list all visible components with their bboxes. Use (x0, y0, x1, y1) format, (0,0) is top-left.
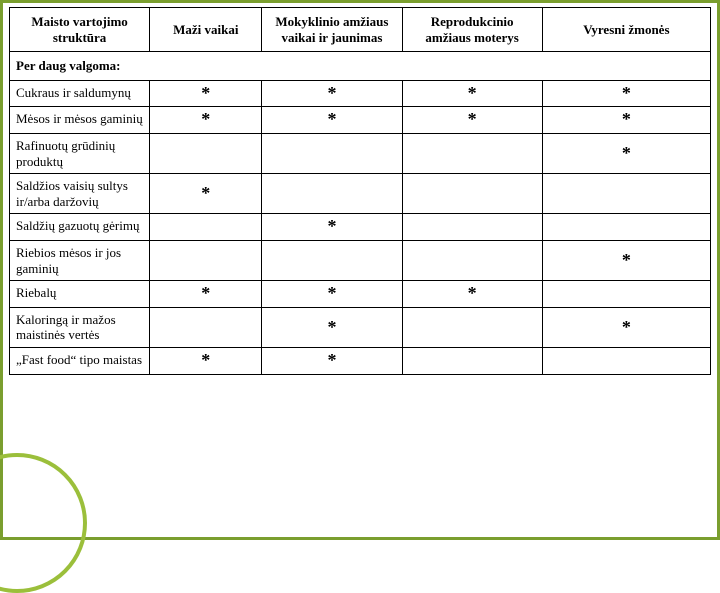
col-header-reproductive-women: Reprodukcinio amžiaus moterys (402, 8, 542, 52)
mark-cell: * (150, 174, 262, 214)
mark-cell: * (542, 307, 710, 347)
mark-cell: * (150, 347, 262, 374)
mark-cell: * (402, 80, 542, 107)
mark-cell (150, 214, 262, 241)
mark-cell: * (262, 307, 402, 347)
row-label: Rafinuotų grūdinių produktų (10, 133, 150, 173)
mark-cell (262, 133, 402, 173)
mark-cell (402, 240, 542, 280)
table-row: Mėsos ir mėsos gaminių**** (10, 107, 711, 134)
mark-cell (262, 240, 402, 280)
mark-cell: * (542, 80, 710, 107)
table-row: Riebios mėsos ir jos gaminių * (10, 240, 711, 280)
mark-cell (542, 347, 710, 374)
mark-cell (150, 307, 262, 347)
table-row: Rafinuotų grūdinių produktų * (10, 133, 711, 173)
section-label: Per daug valgoma: (10, 52, 711, 81)
row-label: Riebalų (10, 281, 150, 308)
mark-cell: * (402, 281, 542, 308)
mark-cell (402, 307, 542, 347)
col-header-small-children: Maži vaikai (150, 8, 262, 52)
table-row: Saldžios vaisių sultys ir/arba daržovių* (10, 174, 711, 214)
row-label: Kaloringą ir mažos maistinės vertės (10, 307, 150, 347)
col-header-structure: Maisto vartojimo struktūra (10, 8, 150, 52)
mark-cell: * (150, 281, 262, 308)
mark-cell: * (542, 133, 710, 173)
row-label: Mėsos ir mėsos gaminių (10, 107, 150, 134)
mark-cell: * (542, 107, 710, 134)
row-label: Cukraus ir saldumynų (10, 80, 150, 107)
mark-cell (150, 240, 262, 280)
mark-cell: * (402, 107, 542, 134)
row-label: „Fast food“ tipo maistas (10, 347, 150, 374)
row-label: Riebios mėsos ir jos gaminių (10, 240, 150, 280)
decorative-circle (0, 453, 87, 593)
table-header-row: Maisto vartojimo struktūra Maži vaikai M… (10, 8, 711, 52)
mark-cell: * (262, 214, 402, 241)
mark-cell (542, 214, 710, 241)
mark-cell: * (262, 281, 402, 308)
mark-cell (402, 214, 542, 241)
table-row: Riebalų*** (10, 281, 711, 308)
mark-cell: * (262, 347, 402, 374)
nutrition-table: Maisto vartojimo struktūra Maži vaikai M… (9, 7, 711, 375)
table-row: Cukraus ir saldumynų**** (10, 80, 711, 107)
table-row: Kaloringą ir mažos maistinės vertės * * (10, 307, 711, 347)
section-row: Per daug valgoma: (10, 52, 711, 81)
row-label: Saldžių gazuotų gėrimų (10, 214, 150, 241)
slide-frame: Maisto vartojimo struktūra Maži vaikai M… (0, 0, 720, 540)
col-header-elderly: Vyresni žmonės (542, 8, 710, 52)
row-label: Saldžios vaisių sultys ir/arba daržovių (10, 174, 150, 214)
mark-cell (542, 281, 710, 308)
mark-cell (542, 174, 710, 214)
table-row: „Fast food“ tipo maistas** (10, 347, 711, 374)
mark-cell: * (262, 80, 402, 107)
mark-cell (402, 133, 542, 173)
mark-cell: * (150, 107, 262, 134)
mark-cell: * (542, 240, 710, 280)
table-body: Per daug valgoma: Cukraus ir saldumynų**… (10, 52, 711, 374)
mark-cell: * (262, 107, 402, 134)
mark-cell (150, 133, 262, 173)
mark-cell: * (150, 80, 262, 107)
mark-cell (262, 174, 402, 214)
table-row: Saldžių gazuotų gėrimų * (10, 214, 711, 241)
mark-cell (402, 174, 542, 214)
col-header-school-age: Mokyklinio amžiaus vaikai ir jaunimas (262, 8, 402, 52)
mark-cell (402, 347, 542, 374)
